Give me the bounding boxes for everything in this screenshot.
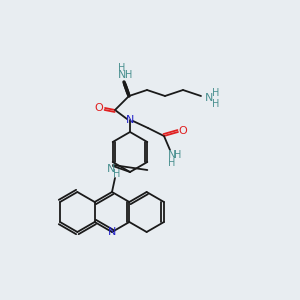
Text: O: O xyxy=(94,103,103,113)
Text: H: H xyxy=(113,169,121,179)
Text: H: H xyxy=(174,150,182,160)
Text: N: N xyxy=(107,164,115,174)
Text: H: H xyxy=(212,88,220,98)
Text: N: N xyxy=(108,227,116,237)
Text: O: O xyxy=(178,126,188,136)
Text: N: N xyxy=(205,93,213,103)
Text: H: H xyxy=(118,63,126,73)
Text: N: N xyxy=(126,115,134,125)
Text: H: H xyxy=(125,70,133,80)
Text: H: H xyxy=(168,158,176,168)
Text: H: H xyxy=(212,99,220,109)
Text: N: N xyxy=(168,150,176,160)
Text: N: N xyxy=(118,70,126,80)
